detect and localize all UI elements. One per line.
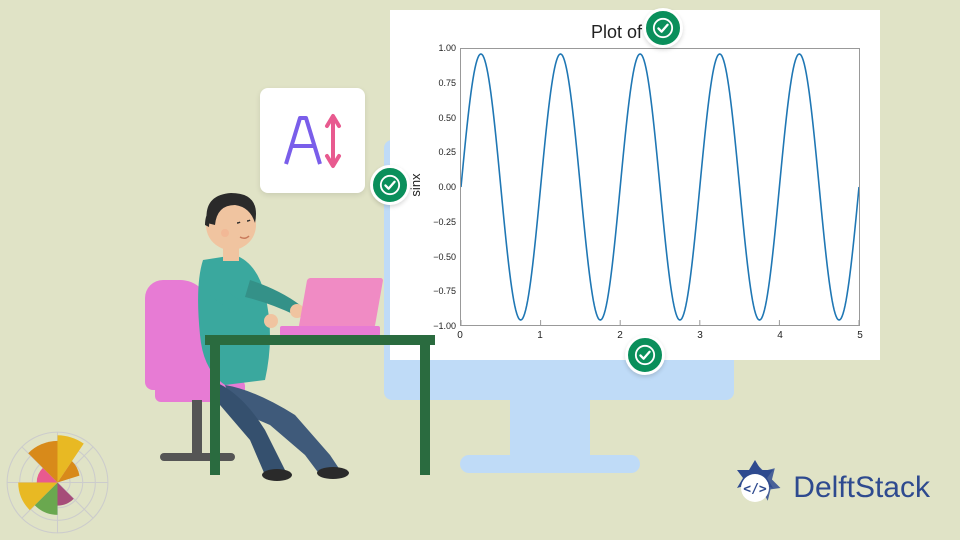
font-size-icon-card xyxy=(260,88,365,193)
brand-name: DelftStack xyxy=(793,471,930,505)
polar-chart-logo xyxy=(5,430,110,535)
check-badge-title xyxy=(643,8,683,48)
desk-leg-left xyxy=(210,345,220,475)
chart-panel: Plot of sinx sinx x 1.00 0.75 0.50 0.25 … xyxy=(390,10,880,360)
svg-text:</>: </> xyxy=(744,482,768,497)
desk-leg-right xyxy=(420,345,430,475)
chart-title: Plot of sinx xyxy=(390,22,880,43)
chart-plot-area xyxy=(460,48,860,326)
font-size-icon xyxy=(278,106,348,176)
chart-ytick-labels: 1.00 0.75 0.50 0.25 0.00 −0.25 −0.50 −0.… xyxy=(420,48,456,326)
laptop-screen xyxy=(299,278,384,328)
desk-top xyxy=(205,335,435,345)
monitor-base xyxy=(460,455,640,473)
laptop xyxy=(280,278,385,336)
monitor-stand xyxy=(510,400,590,460)
brand-logo-block: </> DelftStack xyxy=(723,456,930,520)
delftstack-logo-icon: </> xyxy=(723,456,787,520)
check-badge-ylabel xyxy=(370,165,410,205)
chart-sine-curve xyxy=(461,49,859,325)
check-badge-xlabel xyxy=(625,335,665,375)
